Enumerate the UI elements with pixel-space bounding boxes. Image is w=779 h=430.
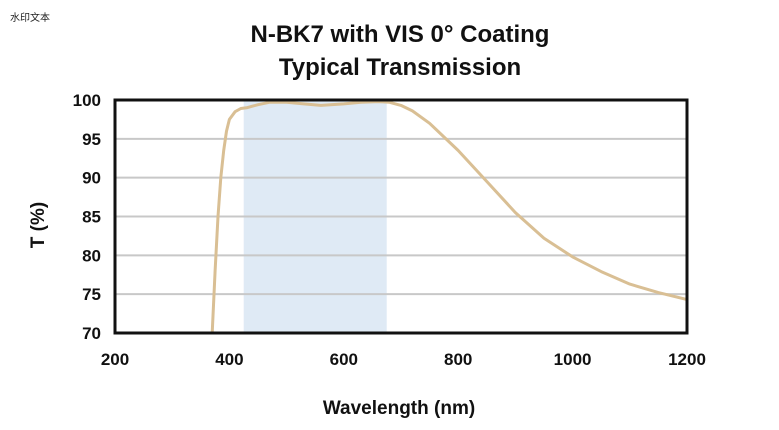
- y-tick-label: 80: [82, 246, 101, 265]
- y-tick-label: 90: [82, 169, 101, 188]
- chart-subtitle: Typical Transmission: [279, 54, 521, 81]
- x-tick-label: 200: [101, 350, 129, 369]
- y-tick-label: 85: [82, 208, 101, 227]
- x-tick-label: 400: [215, 350, 243, 369]
- y-tick-label: 95: [82, 130, 101, 149]
- watermark-text: 水印文本: [10, 13, 50, 24]
- y-tick-label: 70: [82, 324, 101, 343]
- y-axis-label: T (%): [28, 202, 49, 248]
- transmission-curve: [210, 100, 687, 333]
- x-tick-label: 800: [444, 350, 472, 369]
- x-tick-label: 1200: [668, 350, 706, 369]
- y-tick-label: 100: [73, 91, 101, 110]
- x-axis-label: Wavelength (nm): [323, 398, 475, 419]
- y-tick-label: 75: [82, 285, 101, 304]
- plot-area: 70 75 80 85 90 95 100 200 400 600 800 1000 1200: [73, 91, 706, 369]
- x-tick-label: 600: [330, 350, 358, 369]
- plot-frame: [113, 98, 689, 335]
- chart-title: N-BK7 with VIS 0° Coating: [251, 21, 550, 48]
- x-tick-label: 1000: [554, 350, 592, 369]
